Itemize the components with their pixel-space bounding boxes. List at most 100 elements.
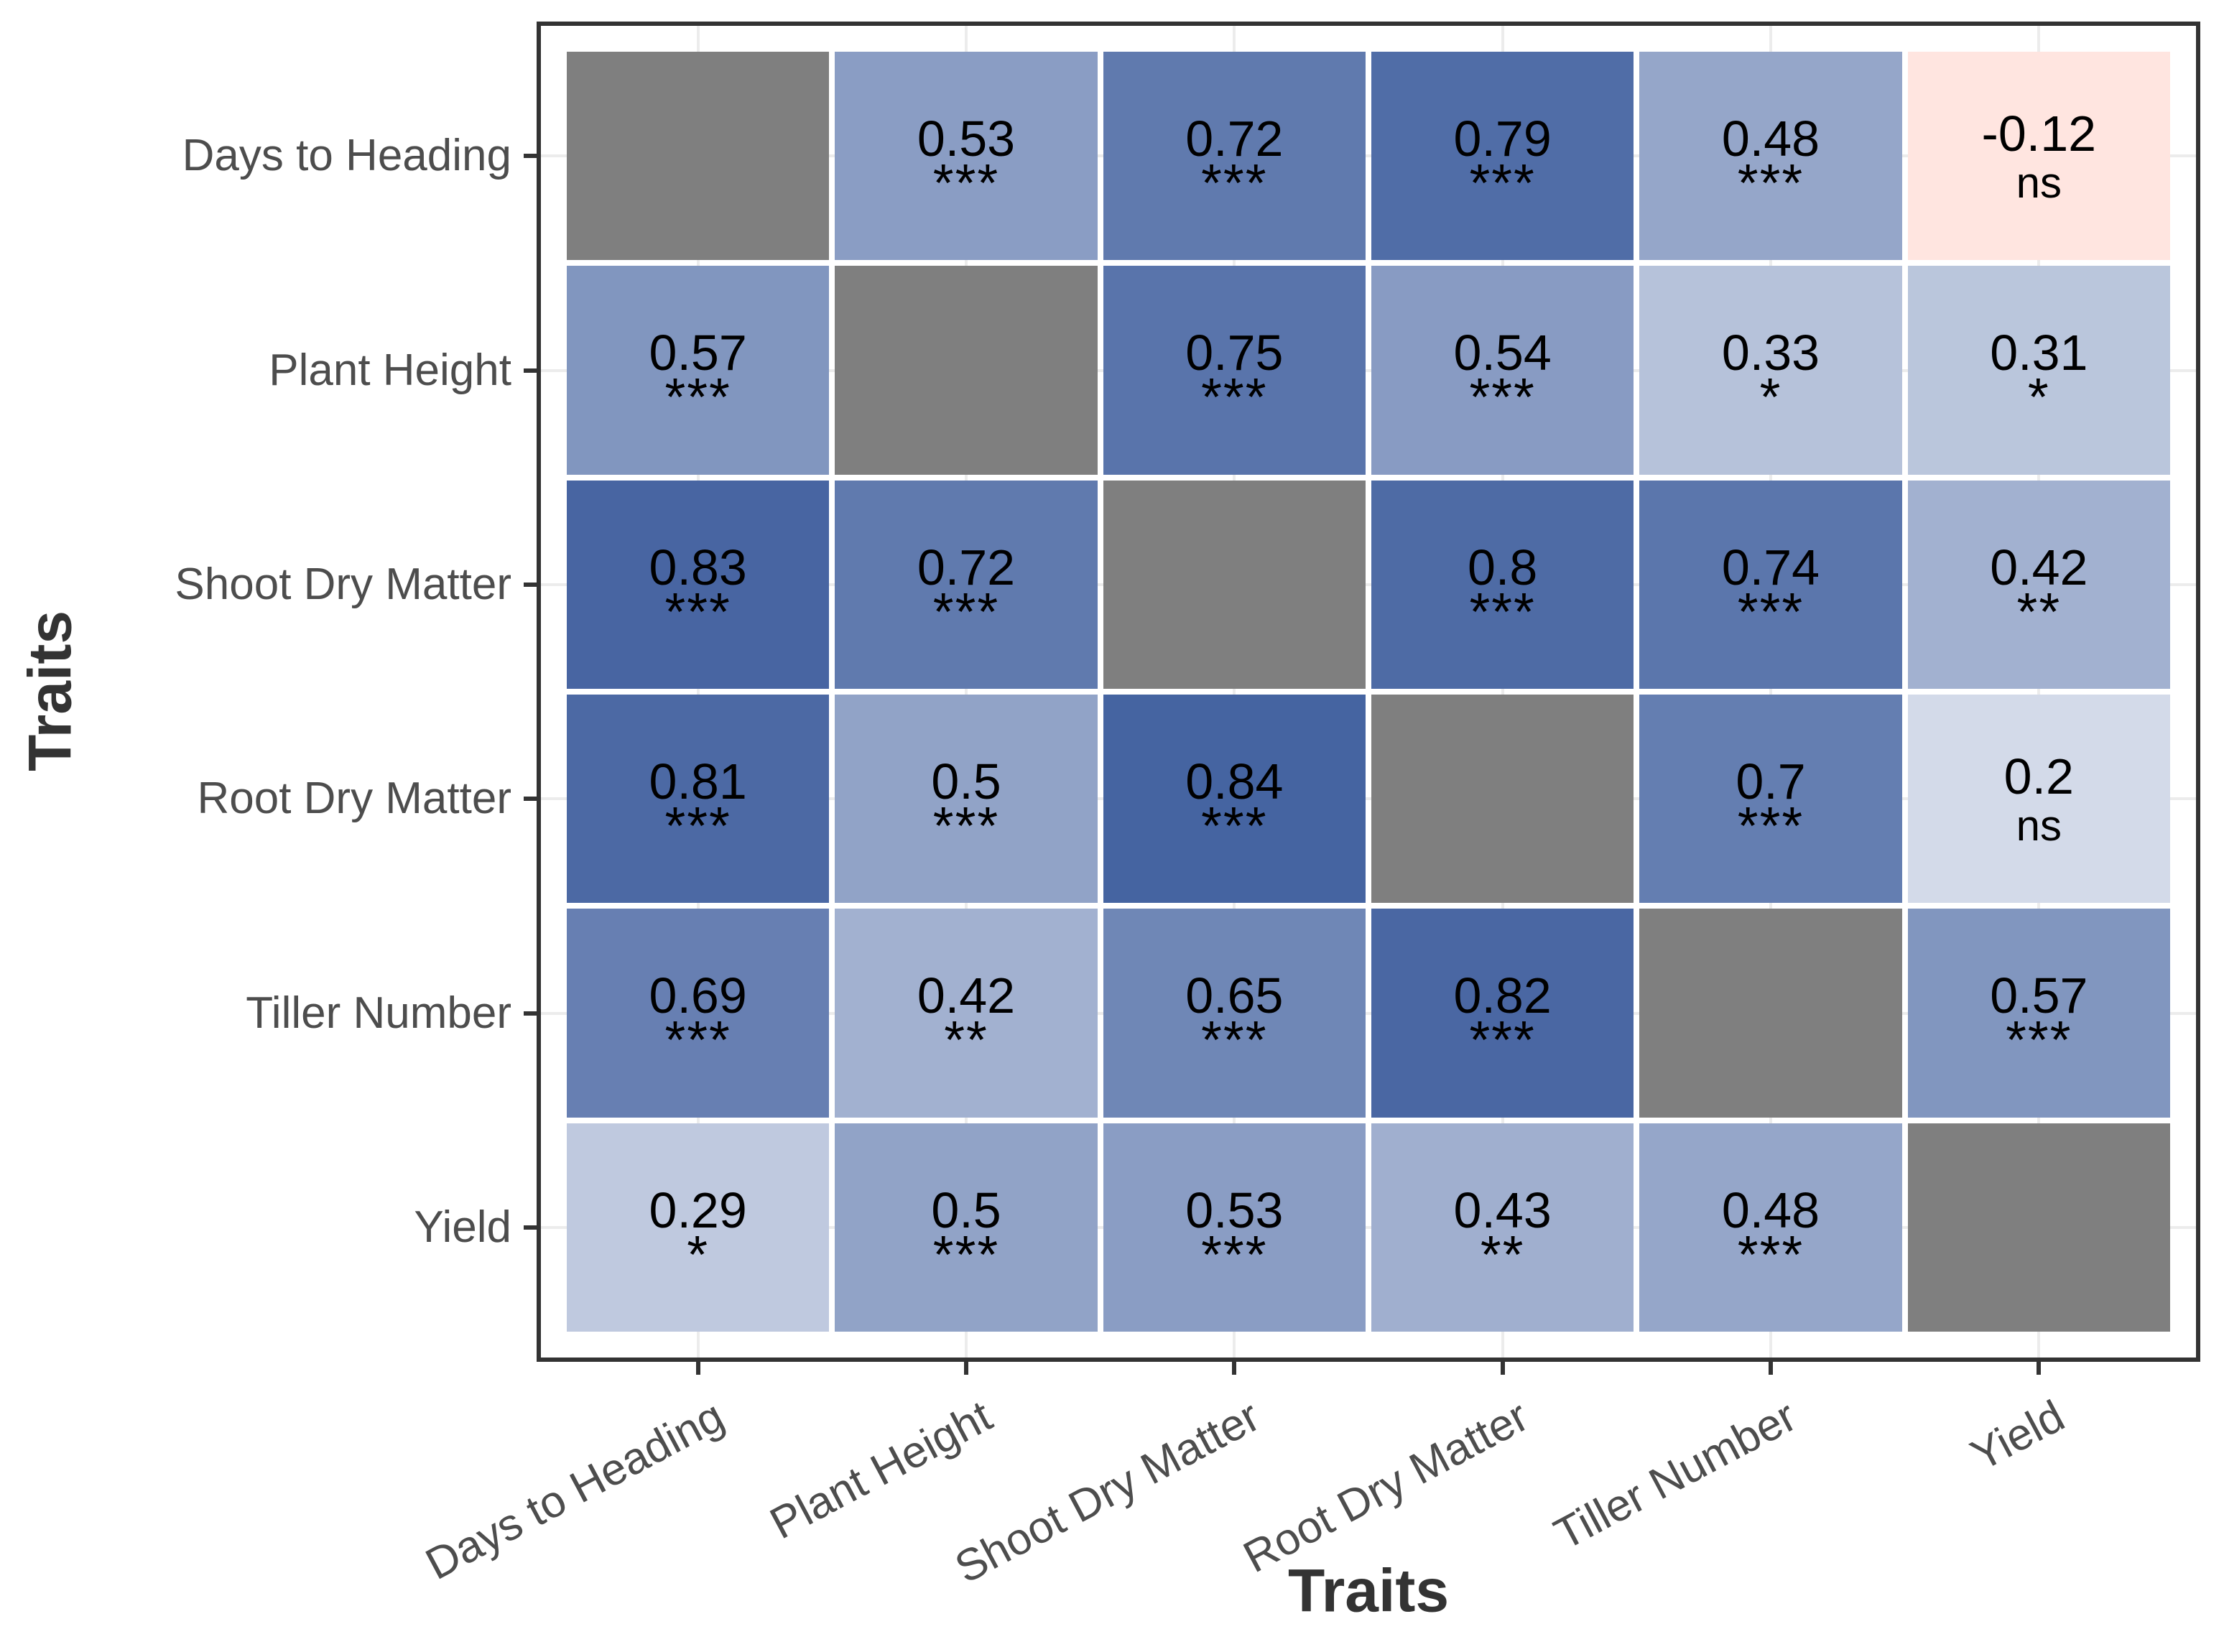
x-tick-mark — [2037, 1362, 2042, 1375]
x-axis-title: Traits — [1287, 1556, 1450, 1625]
heatmap-cell: 0.72 *** — [1103, 52, 1366, 261]
gridline-horizontal — [541, 583, 2196, 586]
y-axis-title: Traits — [16, 610, 84, 772]
gridline-vertical — [965, 26, 968, 1358]
heatmap-cell: 0.2 ns — [1907, 695, 2170, 904]
significance-label: *** — [1469, 581, 1536, 641]
significance-label: *** — [1201, 367, 1268, 427]
y-tick-mark — [524, 154, 537, 159]
correlation-value: 0.74 — [1721, 539, 1820, 595]
correlation-value: 0.42 — [1990, 539, 2088, 595]
x-tick-label: Yield — [1963, 1391, 2073, 1481]
x-tick-label: Shoot Dry Matter — [947, 1391, 1269, 1593]
correlation-value: 0.84 — [1185, 753, 1284, 810]
significance-label: ** — [1480, 1224, 1525, 1284]
heatmap-tile-grid: 0.53 *** 0.72 *** 0.79 *** 0.48 *** -0.12 ns 0.57 *… — [567, 52, 2170, 1332]
heatmap-cell: 0.65 *** — [1103, 909, 1366, 1118]
significance-label: *** — [1737, 1224, 1804, 1284]
y-tick-label: Tiller Number — [246, 988, 511, 1038]
heatmap-cell-diagonal — [1103, 480, 1366, 689]
correlation-value: 0.57 — [649, 325, 747, 381]
correlation-value: 0.72 — [917, 539, 1016, 595]
x-tick-mark — [1769, 1362, 1773, 1375]
heatmap-cell: 0.83 *** — [567, 480, 830, 689]
heatmap-cell: 0.29 * — [567, 1123, 830, 1332]
heatmap-cell-diagonal — [1907, 1123, 2170, 1332]
significance-label: * — [687, 1224, 710, 1284]
heatmap-cell: 0.57 *** — [567, 266, 830, 475]
y-tick-mark — [524, 1011, 537, 1016]
gridline-horizontal — [541, 1011, 2196, 1015]
significance-label: *** — [932, 153, 1000, 213]
x-tick-label: Root Dry Matter — [1235, 1391, 1537, 1583]
significance-label: *** — [1201, 1224, 1268, 1284]
significance-label: *** — [1469, 367, 1536, 427]
correlation-value: 0.33 — [1721, 325, 1820, 381]
correlation-value: 0.69 — [649, 967, 747, 1024]
heatmap-cell: 0.81 *** — [567, 695, 830, 904]
heatmap-cell: 0.42 ** — [835, 909, 1098, 1118]
significance-label: *** — [1469, 153, 1536, 213]
heatmap-cell-diagonal — [567, 52, 830, 261]
correlation-value: 0.79 — [1453, 111, 1552, 167]
heatmap-cell-diagonal — [1639, 909, 1902, 1118]
significance-label: * — [1759, 367, 1782, 427]
heatmap-cell: 0.48 *** — [1639, 52, 1902, 261]
significance-label: *** — [932, 1224, 1000, 1284]
correlation-value: 0.82 — [1453, 967, 1552, 1024]
significance-label: * — [2027, 367, 2050, 427]
heatmap-cell: 0.84 *** — [1103, 695, 1366, 904]
correlation-value: 0.53 — [1185, 1182, 1284, 1238]
heatmap-cell: 0.42 ** — [1907, 480, 2170, 689]
plot-panel: 0.53 *** 0.72 *** 0.79 *** 0.48 *** -0.12 ns 0.57 *… — [537, 22, 2200, 1362]
correlation-value: 0.8 — [1468, 539, 1538, 595]
x-tick-label: Tiller Number — [1546, 1391, 1804, 1560]
significance-label: ** — [944, 1010, 988, 1070]
significance-label: *** — [664, 1010, 731, 1070]
heatmap-cell: 0.5 *** — [835, 1123, 1098, 1332]
heatmap-cell: 0.69 *** — [567, 909, 830, 1118]
gridline-vertical — [696, 26, 700, 1358]
y-tick-mark — [524, 582, 537, 587]
y-tick-label: Days to Heading — [182, 131, 511, 181]
correlation-value: 0.5 — [931, 753, 1001, 810]
heatmap-cell: 0.8 *** — [1371, 480, 1634, 689]
heatmap-cell: 0.54 *** — [1371, 266, 1634, 475]
heatmap-cell: 0.53 *** — [835, 52, 1098, 261]
correlation-value: 0.31 — [1990, 325, 2088, 381]
gridline-horizontal — [541, 1225, 2196, 1229]
heatmap-cell: 0.57 *** — [1907, 909, 2170, 1118]
heatmap-cell: 0.74 *** — [1639, 480, 1902, 689]
significance-label: *** — [1737, 153, 1804, 213]
correlation-value: 0.7 — [1736, 753, 1806, 810]
y-tick-mark — [524, 1225, 537, 1230]
x-tick-mark — [695, 1362, 700, 1375]
significance-label: *** — [1201, 1010, 1268, 1070]
x-tick-mark — [1500, 1362, 1505, 1375]
gridline-vertical — [1769, 26, 1772, 1358]
correlation-value: 0.2 — [2003, 748, 2074, 805]
significance-label: ns — [2016, 802, 2062, 850]
heatmap-cell: 0.7 *** — [1639, 695, 1902, 904]
significance-label: *** — [932, 581, 1000, 641]
gridline-horizontal — [541, 154, 2196, 158]
gridline-vertical — [2037, 26, 2041, 1358]
significance-label: *** — [1201, 153, 1268, 213]
heatmap-cell: 0.5 *** — [835, 695, 1098, 904]
correlation-value: 0.5 — [931, 1182, 1001, 1238]
x-tick-mark — [964, 1362, 968, 1375]
correlation-value: 0.43 — [1453, 1182, 1552, 1238]
y-tick-label: Yield — [414, 1202, 511, 1252]
significance-label: *** — [2006, 1010, 2072, 1070]
correlation-value: 0.29 — [649, 1182, 747, 1238]
gridline-vertical — [1233, 26, 1236, 1358]
correlation-value: 0.54 — [1453, 325, 1552, 381]
x-tick-label: Days to Heading — [417, 1391, 732, 1590]
correlation-value: 0.65 — [1185, 967, 1284, 1024]
gridline-vertical — [1501, 26, 1504, 1358]
significance-label: *** — [664, 796, 731, 856]
significance-label: *** — [1737, 581, 1804, 641]
correlation-value: 0.53 — [917, 111, 1016, 167]
significance-label: *** — [1201, 796, 1268, 856]
